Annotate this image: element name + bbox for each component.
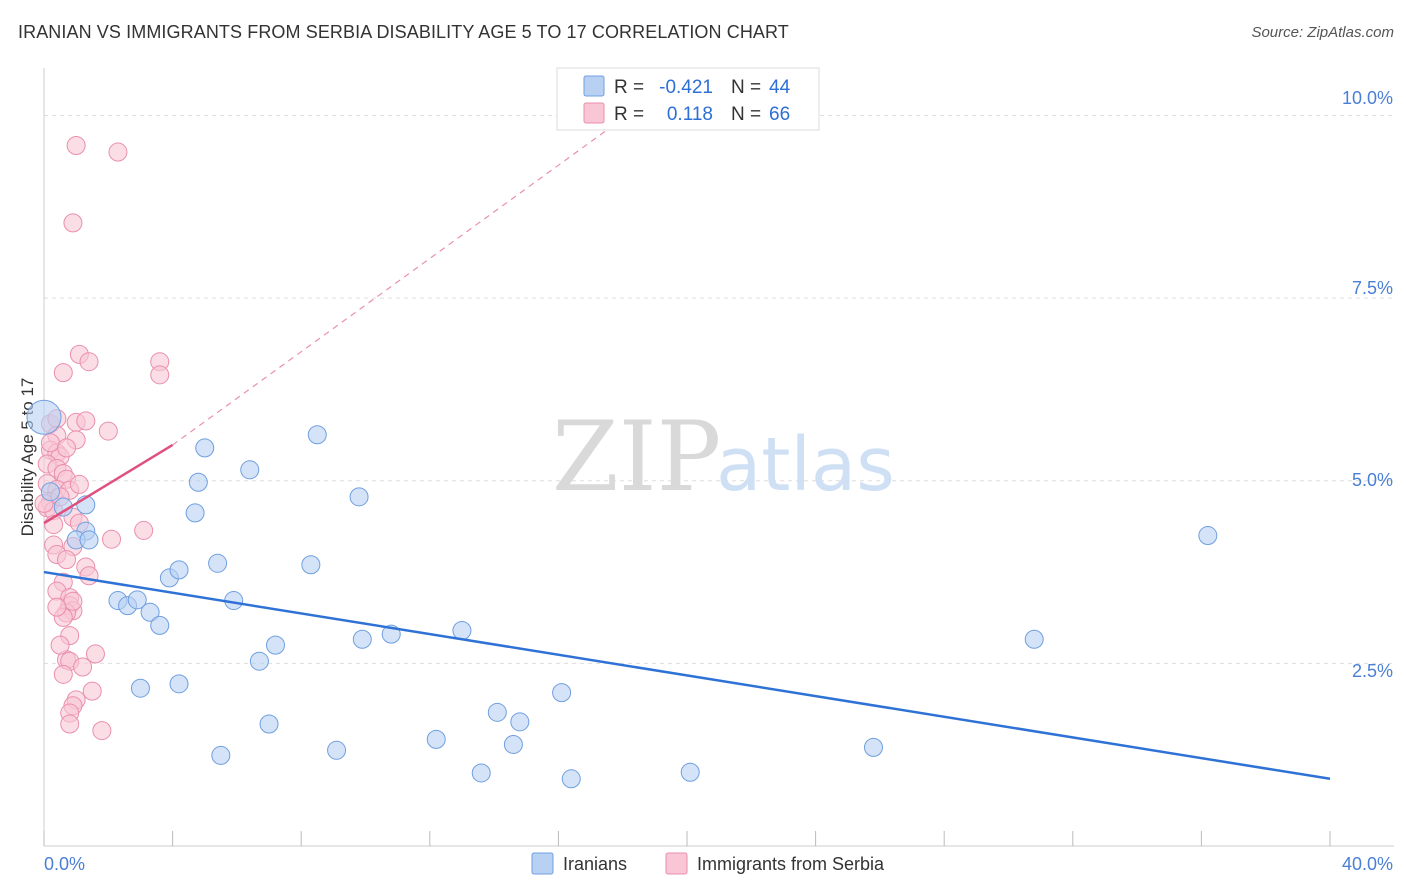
- correlation-legend: R = -0.421 N = 44 R = 0.118 N = 66: [556, 67, 820, 131]
- bottom-legend-swatch-serbia: [665, 852, 688, 875]
- serbia-point: [66, 135, 86, 155]
- serbia-points: [34, 135, 170, 741]
- legend-n-value: 44: [769, 77, 791, 98]
- serbia-point: [60, 714, 80, 734]
- watermark-zip: ZIP: [552, 401, 721, 513]
- bottom-legend-swatch-iranians: [531, 852, 554, 875]
- serbia-point: [57, 438, 77, 458]
- serbia-point: [102, 529, 122, 549]
- iranian-point: [127, 590, 147, 610]
- bottom-legend-label: Iranians: [563, 854, 627, 874]
- serbia-point: [134, 520, 154, 540]
- serbia-trendline: [43, 443, 174, 525]
- y-tick-label: 2.5%: [1352, 661, 1393, 681]
- serbia-point: [50, 635, 70, 655]
- iranian-point: [680, 762, 700, 782]
- iranian-point: [471, 763, 491, 783]
- source-credit: Source: ZipAtlas.com: [1251, 24, 1394, 41]
- serbia-point: [47, 597, 67, 617]
- iranian-point: [211, 745, 231, 765]
- iranian-point: [863, 737, 883, 757]
- iranian-point: [40, 482, 60, 502]
- series-legend: Iranians Immigrants from Serbia: [531, 852, 885, 875]
- legend-swatch-serbia: [583, 102, 605, 124]
- iranian-point: [301, 555, 321, 575]
- iranian-point: [249, 651, 269, 671]
- legend-r-label: R =: [614, 104, 644, 125]
- x-tick-label-min: 0.0%: [44, 854, 85, 874]
- serbia-point: [85, 644, 105, 664]
- serbia-point: [40, 433, 60, 453]
- iranian-point: [140, 602, 160, 622]
- iranian-point: [510, 712, 530, 732]
- legend-r-label: R =: [614, 77, 644, 98]
- iranian-trendline: [43, 570, 1331, 781]
- bottom-legend-label: Immigrants from Serbia: [697, 854, 885, 874]
- serbia-point: [63, 213, 83, 233]
- iranian-point: [503, 734, 523, 754]
- iranian-point: [552, 683, 572, 703]
- iranian-point: [150, 615, 170, 635]
- y-tick-label: 10.0%: [1342, 88, 1393, 108]
- serbia-point: [92, 721, 112, 741]
- iranian-point: [208, 553, 228, 573]
- iranian-point: [487, 702, 507, 722]
- iranian-points: [26, 399, 1218, 789]
- serbia-point: [108, 142, 128, 162]
- iranian-point: [349, 487, 369, 507]
- serbia-trendline-extension: [172, 78, 678, 446]
- iranian-point: [561, 769, 581, 789]
- iranian-point: [240, 460, 260, 480]
- iranian-point: [130, 678, 150, 698]
- iranian-point: [185, 503, 205, 523]
- iranian-point: [259, 714, 279, 734]
- iranian-point: [1024, 629, 1044, 649]
- legend-n-label: N =: [731, 77, 761, 98]
- serbia-point: [57, 550, 77, 570]
- iranian-point: [352, 629, 372, 649]
- serbia-point: [69, 474, 89, 494]
- gridlines: [44, 115, 1394, 664]
- serbia-point: [63, 591, 83, 611]
- y-tick-labels: 2.5% 5.0% 7.5% 10.0%: [1342, 88, 1393, 681]
- watermark-atlas: atlas: [716, 422, 895, 508]
- iranian-point: [26, 399, 62, 435]
- serbia-point: [53, 664, 73, 684]
- x-tick-label-max: 40.0%: [1342, 854, 1393, 874]
- iranian-point: [426, 729, 446, 749]
- iranian-point: [307, 425, 327, 445]
- serbia-point: [98, 421, 118, 441]
- chart-title: IRANIAN VS IMMIGRANTS FROM SERBIA DISABI…: [18, 22, 789, 42]
- iranian-point: [195, 438, 215, 458]
- x-axis-ticks: [43, 831, 1331, 846]
- iranian-point: [169, 674, 189, 694]
- iranian-point: [1198, 526, 1218, 546]
- serbia-point: [150, 365, 170, 385]
- iranian-point: [327, 740, 347, 760]
- iranian-point: [79, 530, 99, 550]
- legend-r-value: 0.118: [667, 104, 713, 125]
- serbia-point: [79, 352, 99, 372]
- serbia-point: [76, 411, 96, 431]
- y-tick-label: 7.5%: [1352, 278, 1393, 298]
- legend-swatch-iranians: [583, 75, 605, 97]
- iranian-point: [169, 560, 189, 580]
- serbia-point: [79, 566, 99, 586]
- iranian-point: [452, 621, 472, 641]
- y-axis-label: Disability Age 5 to 17: [18, 378, 37, 537]
- legend-r-value: -0.421: [659, 77, 713, 98]
- serbia-point: [82, 681, 102, 701]
- iranian-point: [188, 472, 208, 492]
- legend-n-label: N =: [731, 104, 761, 125]
- y-tick-label: 5.0%: [1352, 470, 1393, 490]
- iranian-point: [265, 635, 285, 655]
- serbia-point: [53, 363, 73, 383]
- legend-n-value: 66: [769, 104, 790, 125]
- trendlines: [43, 78, 1331, 781]
- serbia-point: [73, 657, 93, 677]
